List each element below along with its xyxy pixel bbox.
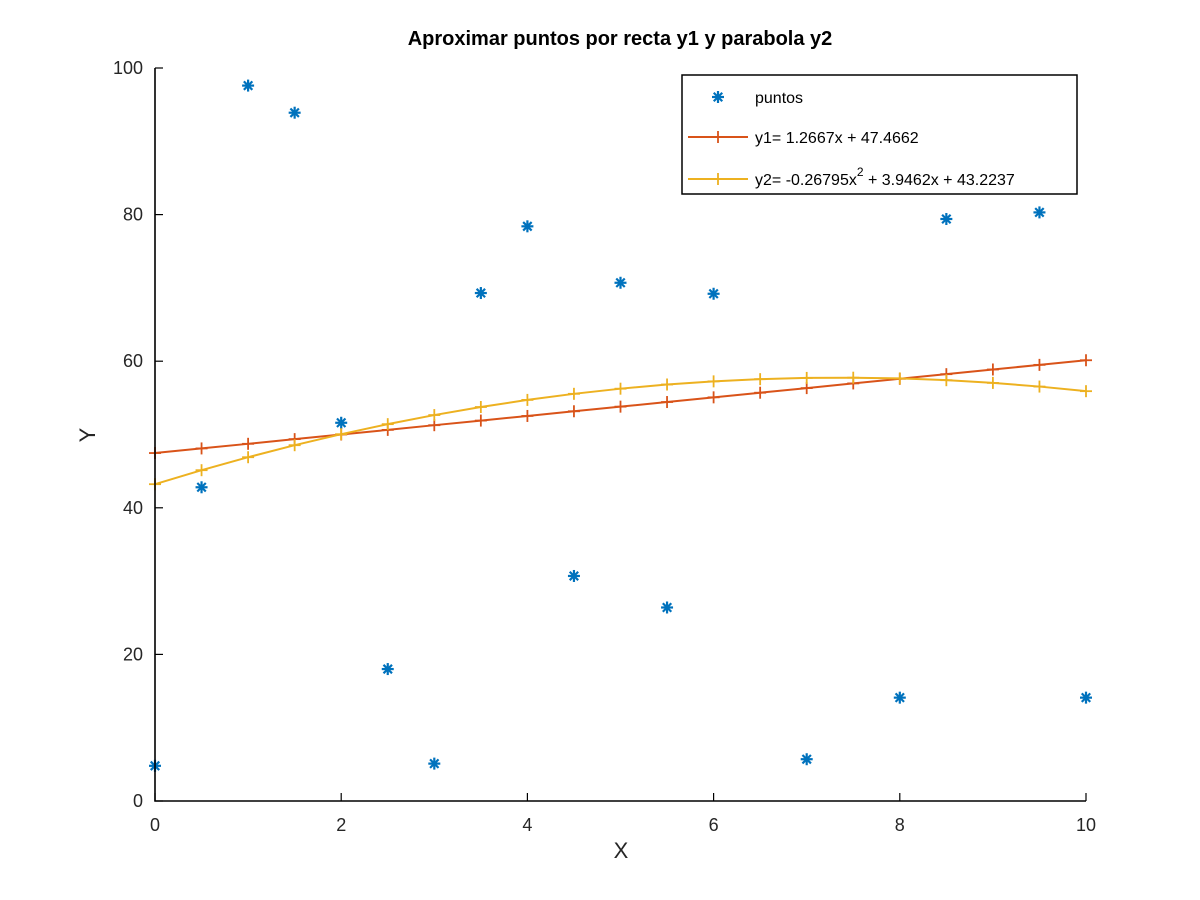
series-2-marker <box>381 418 394 431</box>
series-1-marker <box>242 437 255 450</box>
y-tick-label: 80 <box>123 205 143 225</box>
series-2 <box>149 371 1092 491</box>
legend-label-y2-part2: + 3.9462x + 43.2237 <box>864 172 1015 189</box>
data-point <box>661 601 674 614</box>
data-point <box>195 481 208 494</box>
x-tick-label: 6 <box>709 815 719 835</box>
y-tick-label: 60 <box>123 351 143 371</box>
series-2-marker <box>335 428 348 441</box>
data-point <box>1080 691 1092 704</box>
data-point <box>428 757 441 770</box>
data-point <box>521 220 534 233</box>
series-1-marker <box>195 442 208 455</box>
legend-label-puntos: puntos <box>755 90 803 107</box>
chart-title: Aproximar puntos por recta y1 y parabola… <box>408 28 833 50</box>
data-point <box>614 276 627 289</box>
y-tick-label: 0 <box>133 791 143 811</box>
x-tick-label: 10 <box>1076 815 1096 835</box>
series-2-marker <box>707 375 720 388</box>
x-tick-label: 0 <box>150 815 160 835</box>
y-tick-label: 40 <box>123 498 143 518</box>
data-point <box>335 416 348 429</box>
series-2-marker <box>567 387 580 400</box>
series-0 <box>149 79 1092 772</box>
x-tick-label: 2 <box>336 815 346 835</box>
series-2-marker <box>288 439 301 452</box>
x-tick-label: 4 <box>522 815 532 835</box>
legend-box <box>681 74 1078 195</box>
x-tick-label: 8 <box>895 815 905 835</box>
series-2-marker <box>940 374 953 387</box>
series-1-marker <box>986 363 999 376</box>
legend-marker-0 <box>712 91 724 103</box>
series-1-marker <box>428 419 441 432</box>
data-point <box>1033 206 1046 219</box>
series-2-marker <box>661 378 674 391</box>
data-point <box>567 569 580 582</box>
series-1-marker <box>567 405 580 418</box>
series-2-marker <box>195 464 208 477</box>
legend-marker-1 <box>712 131 724 143</box>
data-point <box>288 106 301 119</box>
series-1-marker <box>800 382 813 395</box>
series-1-marker <box>614 400 627 413</box>
series-2-marker <box>521 393 534 406</box>
data-point <box>474 287 487 300</box>
plot-area <box>149 79 1092 772</box>
x-axis: 0 2 4 6 8 10 <box>150 793 1096 835</box>
y-axis-title: Y <box>75 427 100 442</box>
data-point <box>940 212 953 225</box>
series-2-marker <box>986 376 999 389</box>
legend-marker-2 <box>712 173 724 185</box>
series-1-marker <box>754 386 767 399</box>
series-1-marker <box>1033 358 1046 371</box>
legend-label-y2: y2= -0.26795x2 + 3.9462x + 43.2237 <box>755 165 1015 189</box>
series-2-marker <box>847 371 860 384</box>
legend-label-y2-part1: y2= -0.26795x <box>755 172 857 189</box>
series-1-marker <box>1080 354 1092 367</box>
legend-label-y2-exponent: 2 <box>857 165 864 179</box>
data-point <box>707 287 720 300</box>
y-tick-label: 20 <box>123 644 143 664</box>
y-axis: 0 20 40 60 80 100 <box>113 58 163 811</box>
series-2-marker <box>754 373 767 386</box>
legend: puntos y1= 1.2667x + 47.4662 y2= -0.2679… <box>681 74 1078 195</box>
legend-label-y1: y1= 1.2667x + 47.4662 <box>755 130 919 147</box>
series-2-marker <box>474 401 487 414</box>
series-2-marker <box>428 409 441 422</box>
data-point <box>242 79 255 92</box>
series-2-marker <box>800 371 813 384</box>
x-axis-title: X <box>614 838 629 863</box>
data-point <box>800 753 813 766</box>
series-1-marker <box>707 391 720 404</box>
y-tick-label: 100 <box>113 58 143 78</box>
series-2-marker <box>1080 385 1092 398</box>
series-2-marker <box>614 382 627 395</box>
data-point <box>381 663 394 676</box>
series-1-marker <box>521 409 534 422</box>
series-1 <box>149 354 1092 460</box>
series-1-marker <box>661 396 674 409</box>
series-2-marker <box>893 372 906 385</box>
series-2-marker <box>242 451 255 464</box>
data-point <box>893 691 906 704</box>
series-2-marker <box>1033 380 1046 393</box>
series-1-marker <box>474 414 487 427</box>
